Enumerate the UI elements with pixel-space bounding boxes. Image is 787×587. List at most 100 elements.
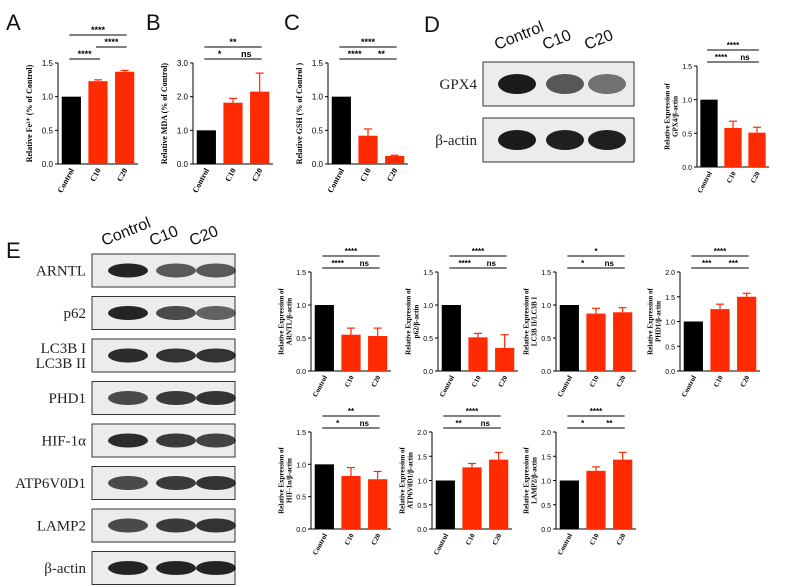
protein-band: [108, 348, 148, 363]
x-tick-label: C20: [491, 532, 504, 547]
y-axis-label: Relative Fe²⁺ (% of Control): [25, 64, 34, 162]
chart-e1: 0.0 0.5 1.0 1.5 Relative Expression ofARNTL/…: [278, 247, 391, 398]
y-tick-label: 1.0: [177, 126, 189, 135]
significance-label: *: [581, 259, 585, 268]
protein-band: [588, 74, 626, 94]
bar-control: [700, 99, 718, 167]
x-tick-label: C10: [712, 374, 725, 389]
y-tick-label: 1.0: [312, 93, 324, 102]
protein-label: ATP6V0D1: [15, 476, 86, 492]
significance-label: ns: [360, 259, 370, 268]
x-tick-label: Control: [556, 532, 574, 556]
protein-band: [196, 306, 236, 320]
y-tick-label: 0.5: [665, 344, 675, 351]
significance-label: ****: [331, 259, 344, 268]
x-tick-label: C10: [464, 532, 477, 547]
bar-control: [441, 305, 461, 371]
x-tick-label: C20: [615, 374, 628, 389]
x-tick-label: Control: [438, 374, 456, 398]
y-tick-label: 0.0: [541, 527, 551, 534]
panel-label-c: C: [284, 10, 300, 35]
protein-band: [196, 476, 236, 490]
significance-label: ****: [104, 37, 119, 47]
bar-control: [314, 305, 334, 371]
bar-control: [559, 305, 579, 371]
lane-label: Control: [492, 19, 546, 54]
y-tick-label: 0.5: [541, 503, 551, 510]
chart-e7: 0.0 0.5 1.0 1.5 2.0 Relative Expression ofLAM…: [523, 407, 636, 556]
x-tick-label: C10: [588, 532, 601, 547]
significance-label: ***: [702, 259, 712, 268]
y-tick-label: 0.5: [423, 336, 433, 343]
significance-label: ns: [605, 259, 615, 268]
x-tick-label: C20: [370, 532, 383, 547]
significance-label: **: [348, 407, 355, 416]
protein-band: [196, 561, 236, 575]
y-tick-label: 2.0: [417, 430, 427, 437]
protein-label: p62: [64, 306, 87, 322]
protein-band: [108, 433, 148, 448]
y-tick-label: 0.0: [417, 527, 427, 534]
lane-label: C10: [147, 223, 181, 250]
significance-label: ns: [241, 49, 252, 59]
protein-band: [108, 263, 148, 278]
y-axis-label: Relative Expression ofHIF-1α/β-actin: [278, 446, 294, 513]
bar-c20: [368, 336, 388, 371]
chart-e2: 0.0 0.5 1.0 1.5 Relative Expression ofp62/β-…: [405, 247, 518, 398]
significance-label: **: [229, 37, 237, 47]
x-tick-label: C10: [88, 167, 102, 183]
x-tick-label: Control: [680, 374, 698, 398]
panel-label-a: A: [6, 10, 21, 35]
significance-label: **: [456, 419, 463, 428]
protein-band: [156, 518, 196, 533]
y-tick-label: 0.5: [42, 126, 54, 135]
chart-d: 0.0 0.5 1.0 1.5 Relative Expression ofGPX4/β…: [664, 41, 769, 194]
protein-band: [108, 391, 148, 405]
y-tick-label: 0.5: [682, 131, 692, 138]
y-axis-label: Relative Expression ofARNTL/β-actin: [278, 287, 294, 354]
bar-c20: [748, 132, 766, 167]
lane-label: C20: [187, 223, 221, 250]
y-tick-label: 1.5: [296, 270, 306, 277]
bar-c10: [341, 475, 361, 529]
bar-c10: [358, 135, 378, 164]
protein-band: [196, 391, 236, 405]
x-tick-label: C10: [343, 532, 356, 547]
y-tick-label: 0.5: [312, 126, 324, 135]
protein-band: [498, 74, 536, 94]
chart-e6: 0.0 0.5 1.0 1.5 2.0 Relative Expression ofATP…: [399, 407, 512, 556]
y-axis-label: Relative Expression ofLC3B II/LC3B I: [523, 287, 539, 354]
y-tick-label: 1.5: [541, 270, 551, 277]
protein-band: [108, 476, 148, 490]
x-tick-label: C20: [370, 374, 383, 389]
protein-label: GPX4: [439, 77, 477, 93]
y-tick-label: 0.0: [177, 160, 189, 169]
protein-band: [546, 130, 584, 150]
bar-c10: [223, 102, 243, 164]
y-tick-label: 1.0: [682, 98, 692, 105]
chart-b: 0.0 1.0 2.0 3.0 Relative MDA (% of Control) C…: [160, 37, 273, 194]
protein-band: [108, 306, 148, 320]
bar-c20: [495, 347, 515, 371]
protein-band: [196, 263, 236, 278]
y-tick-label: 0.0: [665, 369, 675, 376]
protein-label: β-actin: [435, 133, 477, 149]
bar-c20: [368, 479, 388, 529]
x-tick-label: C10: [223, 167, 237, 183]
lane-label: C20: [582, 27, 616, 54]
y-tick-label: 1.0: [296, 462, 306, 469]
x-tick-label: Control: [56, 166, 77, 194]
significance-label: *: [581, 419, 585, 428]
bar-control: [435, 480, 455, 529]
y-axis-label: Relative GSH (% of Control ): [295, 62, 304, 164]
y-tick-label: 0.0: [296, 369, 306, 376]
y-tick-label: 3.0: [177, 59, 189, 68]
protein-band: [156, 348, 196, 363]
y-tick-label: 1.5: [417, 454, 427, 461]
y-axis-label: Relative Expression ofp62/β-actin: [405, 287, 421, 354]
protein-band: [156, 263, 196, 278]
y-tick-label: 1.5: [296, 430, 306, 437]
lane-label: C10: [540, 27, 574, 54]
